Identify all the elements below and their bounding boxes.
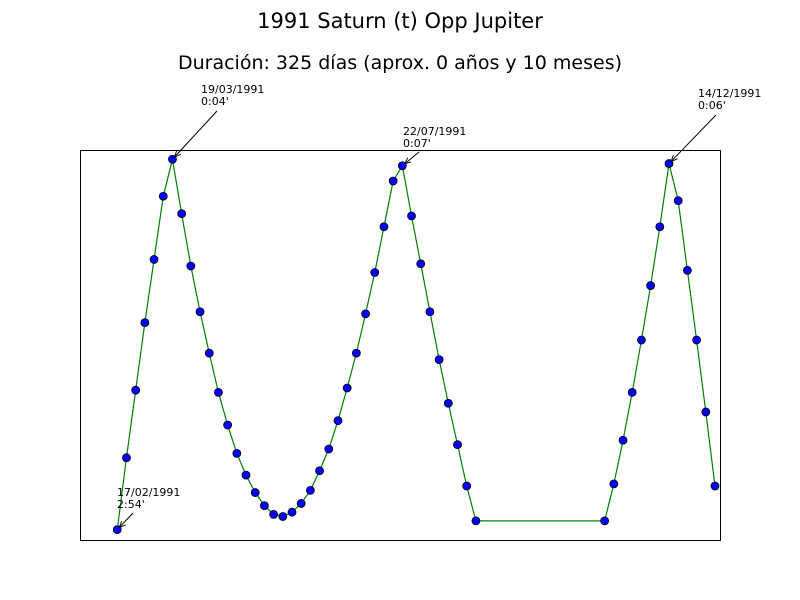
chart-subtitle: Duración: 325 días (aprox. 0 años y 10 m… bbox=[178, 52, 622, 74]
annotation-label: 0:06' bbox=[698, 99, 726, 112]
data-point bbox=[627, 387, 637, 397]
data-point bbox=[250, 488, 260, 497]
data-point bbox=[158, 191, 168, 201]
data-point bbox=[655, 222, 665, 232]
annotation-date: 22/07/1991 bbox=[403, 125, 466, 138]
annotation-date: 14/12/1991 bbox=[698, 87, 761, 100]
data-point bbox=[388, 176, 398, 186]
data-point bbox=[140, 318, 150, 328]
data-point bbox=[122, 453, 131, 463]
data-point bbox=[195, 307, 205, 317]
data-point bbox=[710, 481, 720, 491]
data-point bbox=[425, 307, 435, 317]
data-point bbox=[315, 466, 324, 476]
data-point bbox=[278, 512, 288, 521]
chart-title: 1991 Saturn (t) Opp Jupiter bbox=[257, 9, 543, 33]
data-point bbox=[618, 435, 628, 445]
data-point bbox=[305, 485, 315, 495]
data-point bbox=[177, 209, 187, 219]
data-point bbox=[214, 387, 223, 397]
annotation-date: 19/03/1991 bbox=[201, 83, 264, 96]
data-point bbox=[269, 509, 279, 519]
plot-frame bbox=[80, 150, 721, 541]
data-point bbox=[370, 268, 380, 277]
data-point bbox=[342, 383, 352, 393]
annotation-arrow bbox=[405, 151, 420, 164]
data-point bbox=[462, 481, 472, 491]
annotation-arrow bbox=[671, 114, 717, 161]
series-line bbox=[116, 159, 716, 530]
data-point bbox=[296, 499, 306, 508]
data-point bbox=[637, 335, 646, 345]
data-point bbox=[232, 448, 242, 458]
data-point bbox=[434, 355, 444, 365]
data-point bbox=[260, 501, 269, 511]
data-point bbox=[241, 470, 251, 480]
data-point bbox=[453, 440, 462, 450]
data-point bbox=[646, 281, 656, 290]
data-point bbox=[407, 211, 416, 221]
data-point bbox=[351, 348, 361, 358]
data-point bbox=[379, 222, 389, 232]
data-point bbox=[416, 259, 426, 269]
annotation-label: 0:07' bbox=[403, 137, 431, 150]
data-point bbox=[361, 309, 370, 319]
annotation-label: 0:04' bbox=[201, 95, 229, 108]
data-point bbox=[701, 407, 711, 417]
annotation-label: 2:54' bbox=[117, 498, 145, 511]
data-point bbox=[609, 479, 619, 489]
annotation-date: 17/02/1991 bbox=[117, 486, 180, 499]
data-point bbox=[186, 261, 196, 271]
data-point bbox=[443, 398, 453, 408]
data-point bbox=[149, 255, 159, 264]
data-point bbox=[223, 420, 233, 430]
data-point bbox=[287, 507, 297, 517]
data-point bbox=[324, 444, 334, 454]
data-point bbox=[204, 348, 214, 358]
data-point bbox=[682, 265, 692, 275]
data-point bbox=[471, 516, 481, 526]
data-point bbox=[131, 385, 141, 395]
annotation-arrow bbox=[174, 110, 218, 157]
annotation-arrow bbox=[119, 512, 134, 527]
data-point bbox=[600, 516, 610, 526]
data-point bbox=[673, 196, 683, 206]
data-point bbox=[692, 335, 701, 345]
data-point bbox=[333, 416, 343, 426]
